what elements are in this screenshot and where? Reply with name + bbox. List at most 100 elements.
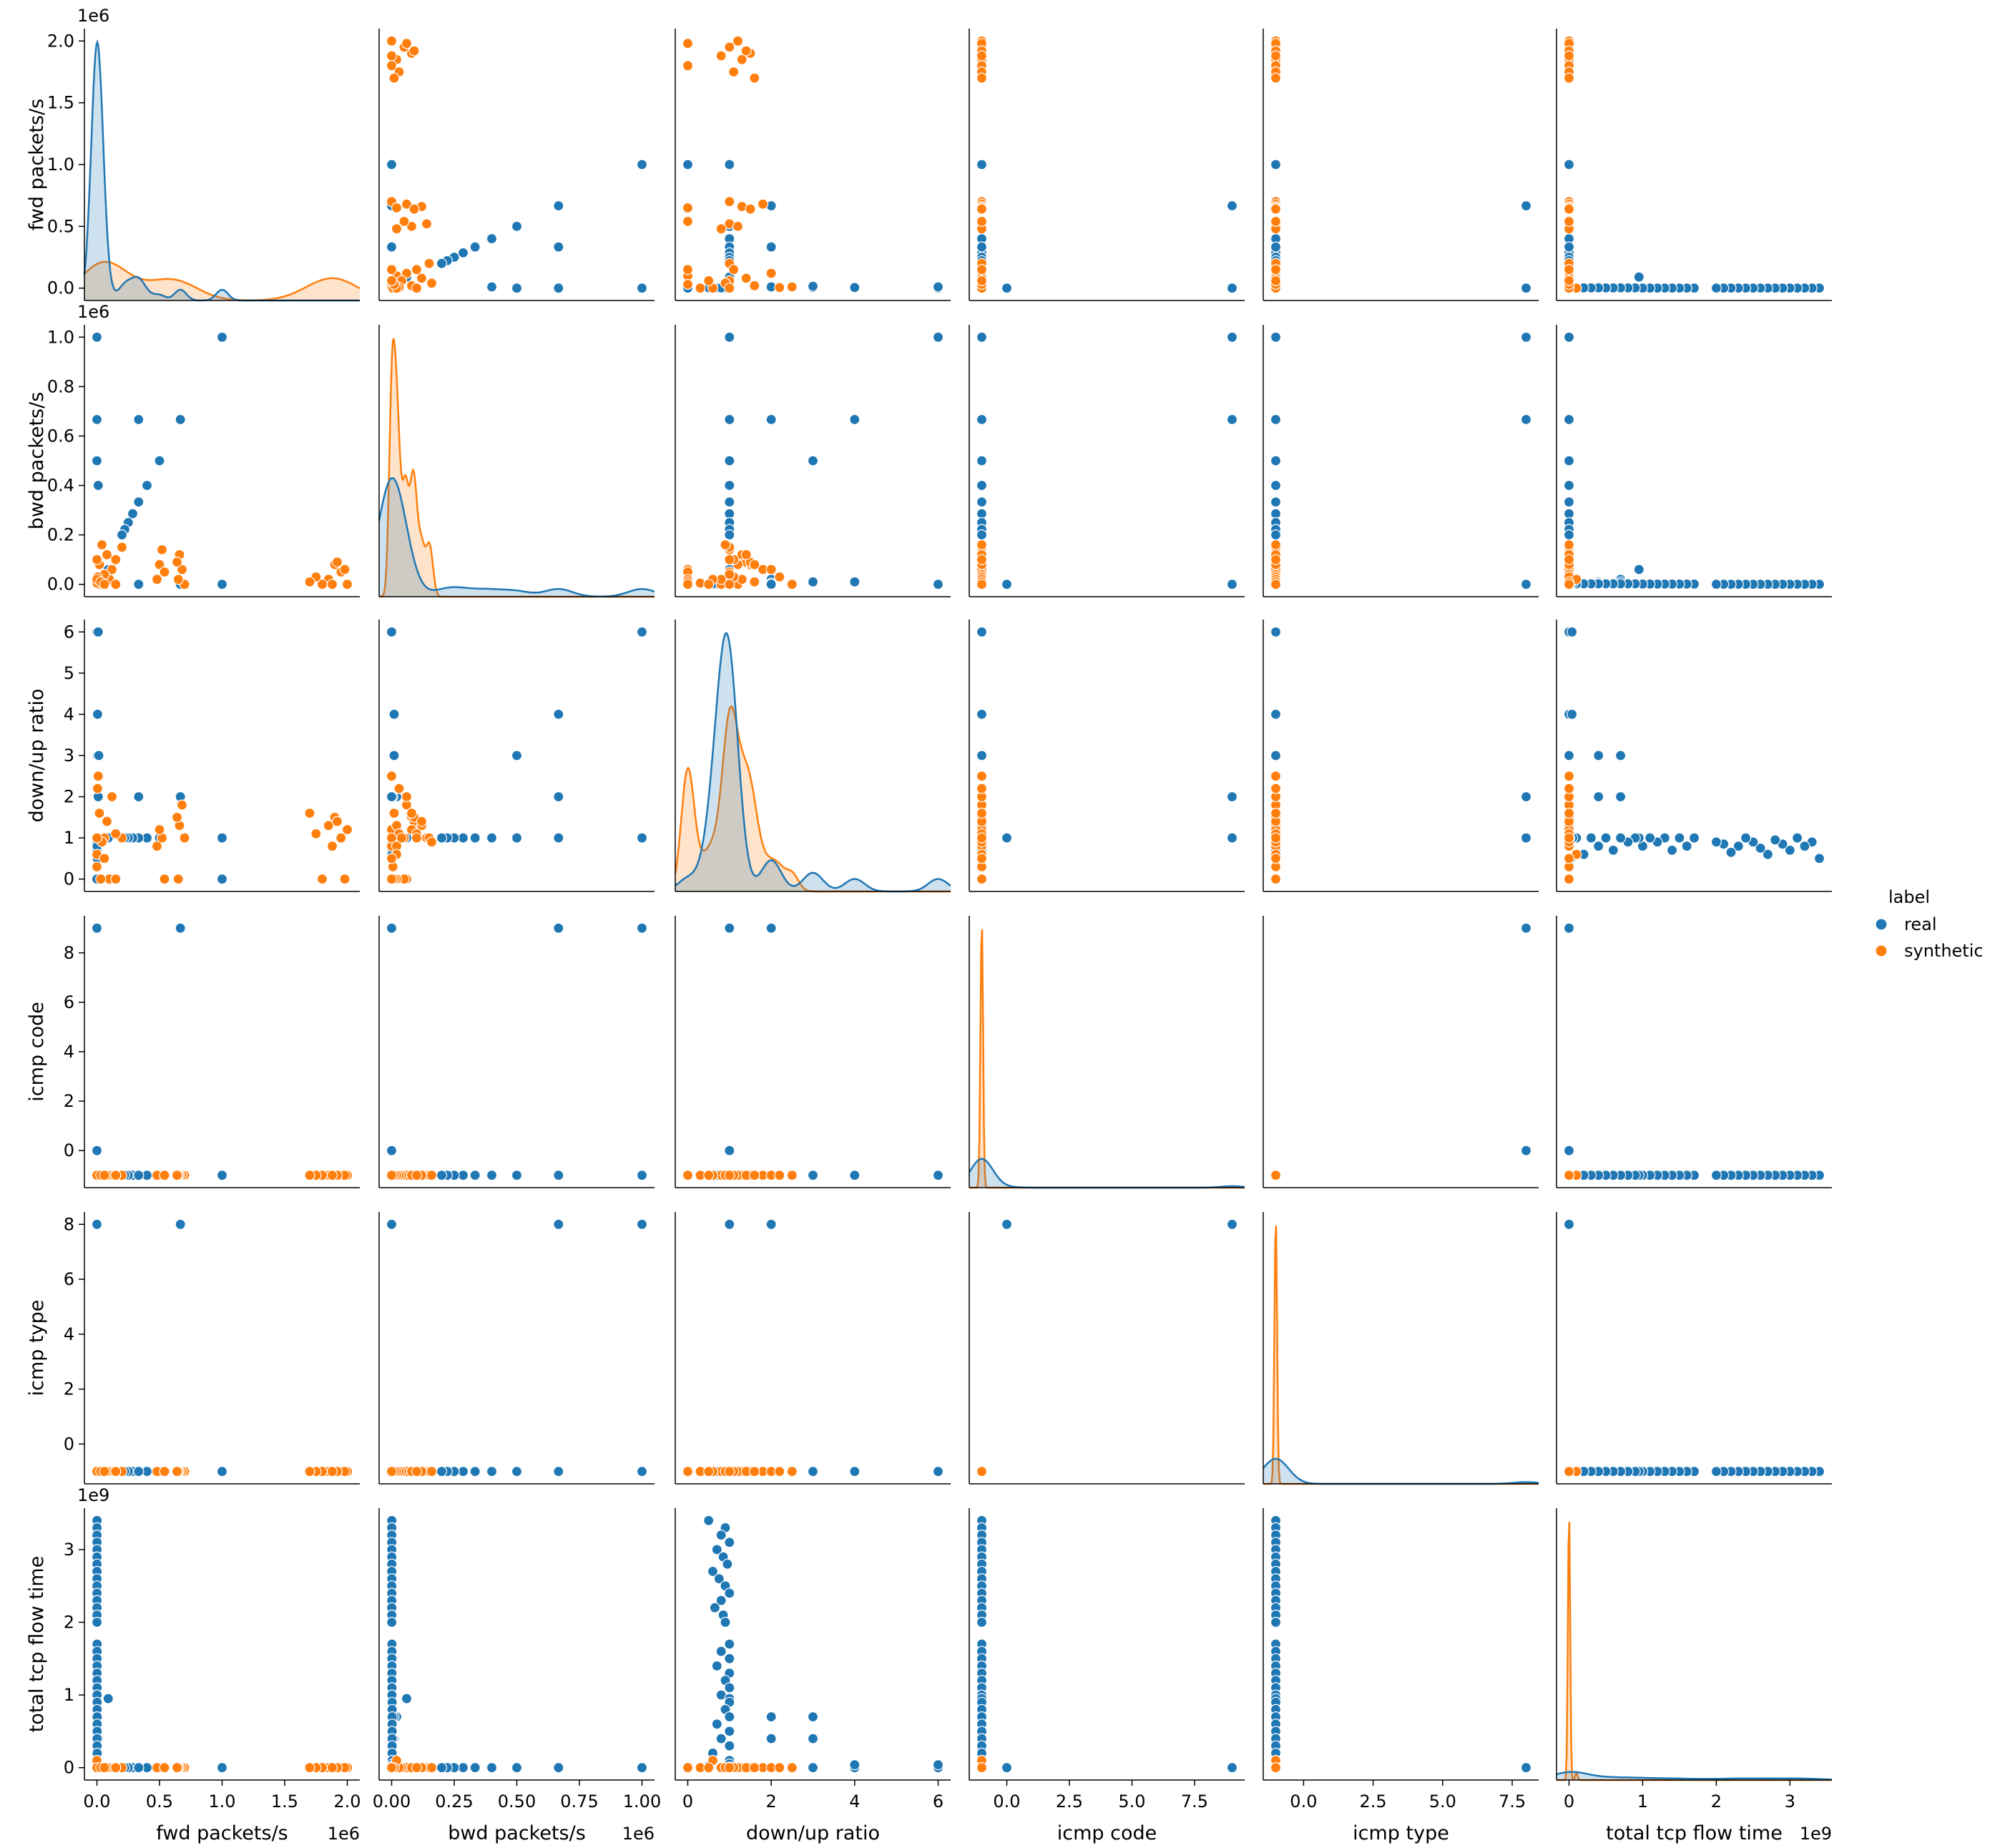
point-synthetic <box>786 1170 798 1181</box>
panel-bwd-packets-s-vs-icmp-type <box>1263 325 1539 597</box>
point-real <box>636 283 648 294</box>
point-real <box>386 626 398 637</box>
point-real <box>724 496 735 508</box>
point-synthetic <box>393 783 405 794</box>
point-real <box>469 832 481 844</box>
x-tick-label: 2 <box>766 1791 777 1812</box>
x-tick-label: 6 <box>933 1791 943 1812</box>
y-axis-label: total tcp flow time <box>26 1556 48 1733</box>
point-synthetic <box>172 874 184 885</box>
point-synthetic <box>1270 72 1282 84</box>
point-synthetic <box>416 816 428 827</box>
kde-fill-real <box>84 42 360 300</box>
point-synthetic <box>682 264 694 275</box>
point-real <box>133 1762 144 1774</box>
point-real <box>553 1762 564 1774</box>
point-real <box>436 1466 448 1477</box>
point-synthetic <box>774 1170 785 1181</box>
point-real <box>469 241 481 253</box>
point-real <box>141 479 153 492</box>
point-synthetic <box>326 579 338 590</box>
panel-down-up-ratio-vs-fwd-packets-s: 0 1 2 3 4 5 6 down/up ratio <box>26 620 360 892</box>
point-synthetic <box>749 1170 760 1181</box>
panel-total-tcp-flow-time-vs-fwd-packets-s: 0 1 2 3 1e9 total tcp flow time 0.0 0.5 1.0 1.5 2.… <box>26 1485 361 1844</box>
y-tick-label: 2 <box>64 787 74 807</box>
point-synthetic <box>176 799 188 811</box>
x-offset-label: 1e6 <box>328 1824 360 1844</box>
point-real <box>724 1682 735 1693</box>
point-synthetic <box>386 1170 398 1181</box>
panel-icmp-code-vs-bwd-packets-s <box>378 916 655 1188</box>
point-real <box>511 1466 523 1477</box>
point-synthetic <box>740 549 752 560</box>
point-real <box>486 233 498 245</box>
point-real <box>807 1711 819 1723</box>
point-synthetic <box>682 278 694 290</box>
point-synthetic <box>682 215 694 228</box>
point-real <box>807 1466 819 1477</box>
point-synthetic <box>423 258 435 269</box>
y-tick-label: 6 <box>64 992 74 1012</box>
point-real <box>216 1170 228 1181</box>
point-synthetic <box>159 874 170 885</box>
point-synthetic <box>99 1466 110 1477</box>
point-real <box>636 1218 648 1230</box>
point-real <box>133 496 144 508</box>
point-real <box>511 1170 523 1181</box>
point-real <box>1563 922 1575 934</box>
point-real <box>807 455 819 466</box>
point-synthetic <box>728 66 740 78</box>
point-real <box>486 281 498 293</box>
point-synthetic <box>774 1466 785 1477</box>
point-synthetic <box>386 35 398 47</box>
point-synthetic <box>724 1170 735 1181</box>
point-synthetic <box>749 1466 760 1477</box>
point-synthetic <box>106 791 118 803</box>
point-synthetic <box>1270 579 1282 590</box>
point-real <box>1226 331 1238 343</box>
point-synthetic <box>724 283 735 294</box>
point-real <box>1633 564 1644 575</box>
point-real <box>216 874 228 885</box>
point-real <box>722 1558 733 1570</box>
point-real <box>1563 529 1575 541</box>
point-synthetic <box>386 275 398 286</box>
point-real <box>1270 455 1282 466</box>
x-tick-label: 0.75 <box>560 1791 598 1812</box>
point-synthetic <box>386 771 398 782</box>
point-real <box>807 576 819 587</box>
y-tick-label: 1.0 <box>47 155 74 175</box>
point-real <box>724 331 735 343</box>
point-real <box>175 922 186 934</box>
y-axis-label: icmp type <box>26 1300 48 1397</box>
point-real <box>1633 271 1644 283</box>
kde-line-real <box>1556 1771 1833 1781</box>
point-real <box>91 455 103 466</box>
point-synthetic <box>110 828 122 840</box>
x-tick-label: 1.00 <box>623 1791 661 1812</box>
point-real <box>976 708 988 720</box>
point-real <box>1667 844 1678 856</box>
point-synthetic <box>398 215 410 228</box>
x-tick-label: 0.0 <box>83 1791 110 1812</box>
point-synthetic <box>976 874 988 885</box>
point-synthetic <box>391 202 403 214</box>
point-synthetic <box>411 1762 423 1774</box>
point-real <box>807 1170 819 1181</box>
point-synthetic <box>391 223 403 235</box>
point-real <box>436 1170 448 1181</box>
point-synthetic <box>92 771 104 782</box>
y-axis-label: bwd packets/s <box>26 392 48 530</box>
panel-fwd-packets-s-vs-icmp-code <box>969 29 1245 301</box>
point-synthetic <box>326 1762 338 1774</box>
y-tick-label: 0 <box>64 1758 74 1778</box>
point-real <box>932 1466 944 1477</box>
point-synthetic <box>749 280 760 291</box>
point-synthetic <box>1563 275 1575 286</box>
point-synthetic <box>724 1466 735 1477</box>
point-synthetic <box>1563 807 1575 819</box>
point-real <box>713 1573 725 1585</box>
x-tick-label: 0.5 <box>146 1791 173 1812</box>
point-synthetic <box>159 1170 170 1181</box>
point-synthetic <box>1270 275 1282 286</box>
